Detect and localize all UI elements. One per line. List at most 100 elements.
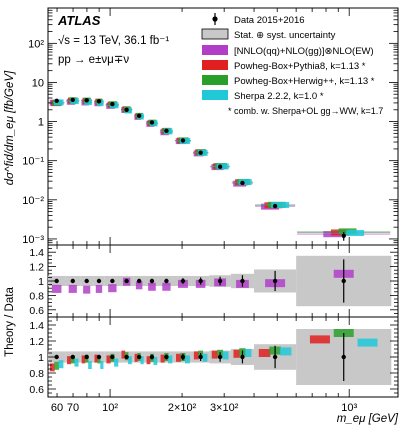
top-data-point-bin-7 <box>149 120 155 125</box>
r2-y-tick-label-4: 1.4 <box>29 320 44 332</box>
r2-prediction-box-2-bin-6 <box>140 356 144 365</box>
r1-prediction-box-0-bin-3 <box>95 284 103 293</box>
r2-prediction-box-1-bin-3 <box>97 355 101 364</box>
top-data-point-bin-5 <box>124 107 129 112</box>
r2-prediction-box-0-bin-13 <box>258 349 271 357</box>
top-data-point-bin-4 <box>110 101 115 107</box>
legend-sherpa-swatch <box>202 90 228 100</box>
top-data-point-bin-12 <box>240 180 245 186</box>
x-tick-label-3: 2×10² <box>168 402 197 414</box>
x-tick-label-5: 10³ <box>341 402 357 414</box>
r2-prediction-box-2-bin-14 <box>357 338 378 347</box>
r1-prediction-box-0-bin-4 <box>108 284 117 293</box>
top-y-tick-label-3: 1 <box>38 117 44 129</box>
energy-label: √s = 13 TeV, 36.1 fb⁻¹ <box>58 34 169 47</box>
top-data-point-bin-11 <box>217 164 223 169</box>
r2-prediction-box-0-bin-7 <box>146 356 151 365</box>
r1-y-tick-label-3: 1.2 <box>29 262 44 274</box>
r2-y-tick-label-0: 0.6 <box>29 384 44 396</box>
r2-prediction-box-0-bin-6 <box>134 353 138 362</box>
legend-nnlo-label: [NNLO(qq)+NLO(gg)]⊗NLO(EW) <box>234 46 374 57</box>
r2-data-point-bin-2 <box>84 354 89 360</box>
top-data-point-bin-0 <box>54 98 59 103</box>
r2-prediction-box-2-bin-9 <box>184 355 190 364</box>
r2-prediction-box-2-bin-12 <box>245 349 252 357</box>
r2-data-point-bin-6 <box>136 354 142 360</box>
r2-prediction-box-0-bin-4 <box>106 355 111 364</box>
top-y-tick-label-1: 10⁻² <box>22 195 44 207</box>
r1-prediction-box-0-bin-1 <box>68 284 77 293</box>
r2-prediction-box-2-bin-5 <box>128 356 132 365</box>
x-tick-label-1: 70 <box>67 402 79 414</box>
r1-y-tick-label-1: 0.8 <box>29 290 44 302</box>
r2-prediction-box-2-bin-1 <box>74 358 79 367</box>
legend-uncertainty-swatch <box>201 28 229 40</box>
r2-data-point-bin-1 <box>70 354 75 360</box>
r1-data-point-bin-2 <box>84 278 89 284</box>
top-data-point-bin-13 <box>272 203 278 209</box>
r2-y-tick-label-3: 1.2 <box>29 336 44 348</box>
r1-y-tick-label-2: 1 <box>38 276 44 288</box>
process-label: pp → e±νμ∓ν <box>58 54 129 66</box>
r2-prediction-box-2-bin-4 <box>114 358 119 367</box>
r2-prediction-box-1-bin-0 <box>54 361 60 370</box>
r1-data-point-bin-9 <box>180 278 186 284</box>
r2-data-point-bin-12 <box>240 354 245 360</box>
r1-data-point-bin-7 <box>149 278 155 284</box>
r2-prediction-box-0-bin-10 <box>193 351 199 360</box>
r2-prediction-box-1-bin-1 <box>70 355 75 364</box>
legend-herwig-swatch <box>202 75 228 85</box>
r1-data-point-bin-3 <box>96 278 102 284</box>
top-y-tick-label-4: 10 <box>32 77 44 89</box>
r2-data-point-bin-7 <box>149 354 155 360</box>
r2-data-point-bin-13 <box>272 354 278 360</box>
r1-prediction-box-0-bin-8 <box>162 282 171 291</box>
r1-data-point-bin-11 <box>217 278 223 284</box>
top-data-point-bin-10 <box>198 150 203 155</box>
axis-ticks: 60 70 10² 2×10² 3×10² 10³ 10⁻³ 10⁻² 10⁻¹ 1 10 10² 0.… <box>22 7 398 414</box>
r2-prediction-box-2-bin-7 <box>153 357 158 365</box>
r1-data-point-bin-12 <box>240 278 245 284</box>
top-y-axis-label: dσ^fid/dm_eμ [fb/GeV] <box>4 70 16 185</box>
r2-data-point-bin-5 <box>124 354 129 360</box>
top-data-point-bin-3 <box>96 99 102 104</box>
r2-prediction-box-2-bin-2 <box>88 361 92 369</box>
r2-data-point-bin-0 <box>54 354 59 360</box>
x-axis-label: m_eμ [GeV] <box>337 413 399 425</box>
r2-prediction-box-2-bin-11 <box>222 351 229 360</box>
top-data-point-bin-6 <box>136 113 142 119</box>
r2-data-point-bin-14 <box>341 354 346 360</box>
r2-prediction-box-0-bin-14 <box>309 335 330 344</box>
top-data-point-bin-14 <box>341 233 346 239</box>
top-y-tick-label-2: 10⁻¹ <box>22 156 44 168</box>
r1-prediction-box-0-bin-6 <box>135 281 143 290</box>
r2-prediction-box-0-bin-5 <box>121 350 126 359</box>
legend-uncertainty-label: Stat. ⊕ syst. uncertainty <box>234 30 336 41</box>
top-data-point-bin-8 <box>164 128 169 134</box>
top-y-tick-label-0: 10⁻³ <box>22 234 44 246</box>
r2-y-tick-label-2: 1 <box>38 352 44 364</box>
r1-data-point-bin-14 <box>341 278 346 284</box>
legend-pythia-label: Powheg-Box+Pythia8, k=1.13 * <box>234 61 366 72</box>
r1-data-point-bin-8 <box>164 278 169 284</box>
legend-nnlo-swatch <box>202 45 228 55</box>
r2-data-point-bin-4 <box>110 354 115 360</box>
r1-data-point-bin-10 <box>198 278 203 284</box>
r1-data-point-bin-1 <box>70 278 75 284</box>
r1-prediction-box-0-bin-2 <box>83 285 91 294</box>
legend-pythia-swatch <box>202 60 228 70</box>
r1-data-point-bin-5 <box>124 278 129 284</box>
atlas-label: ATLAS <box>57 13 101 28</box>
r2-data-point-bin-10 <box>198 354 203 360</box>
r2-prediction-box-2-bin-0 <box>58 360 64 369</box>
ratio-y-axis-label: Theory / Data <box>4 287 16 357</box>
legend-herwig-label: Powheg-Box+Herwig++, k=1.13 * <box>234 76 375 87</box>
x-tick-label-0: 60 <box>51 402 63 414</box>
r2-prediction-box-0-bin-12 <box>233 349 240 358</box>
legend: Data 2015+2016 Stat. ⊕ syst. uncertainty… <box>201 13 383 116</box>
r2-prediction-box-2-bin-10 <box>202 353 208 362</box>
r2-data-point-bin-11 <box>217 354 223 360</box>
r2-prediction-box-2-bin-13 <box>279 347 292 356</box>
r2-prediction-box-2-bin-3 <box>100 361 104 369</box>
r1-prediction-box-0-bin-0 <box>51 284 62 293</box>
